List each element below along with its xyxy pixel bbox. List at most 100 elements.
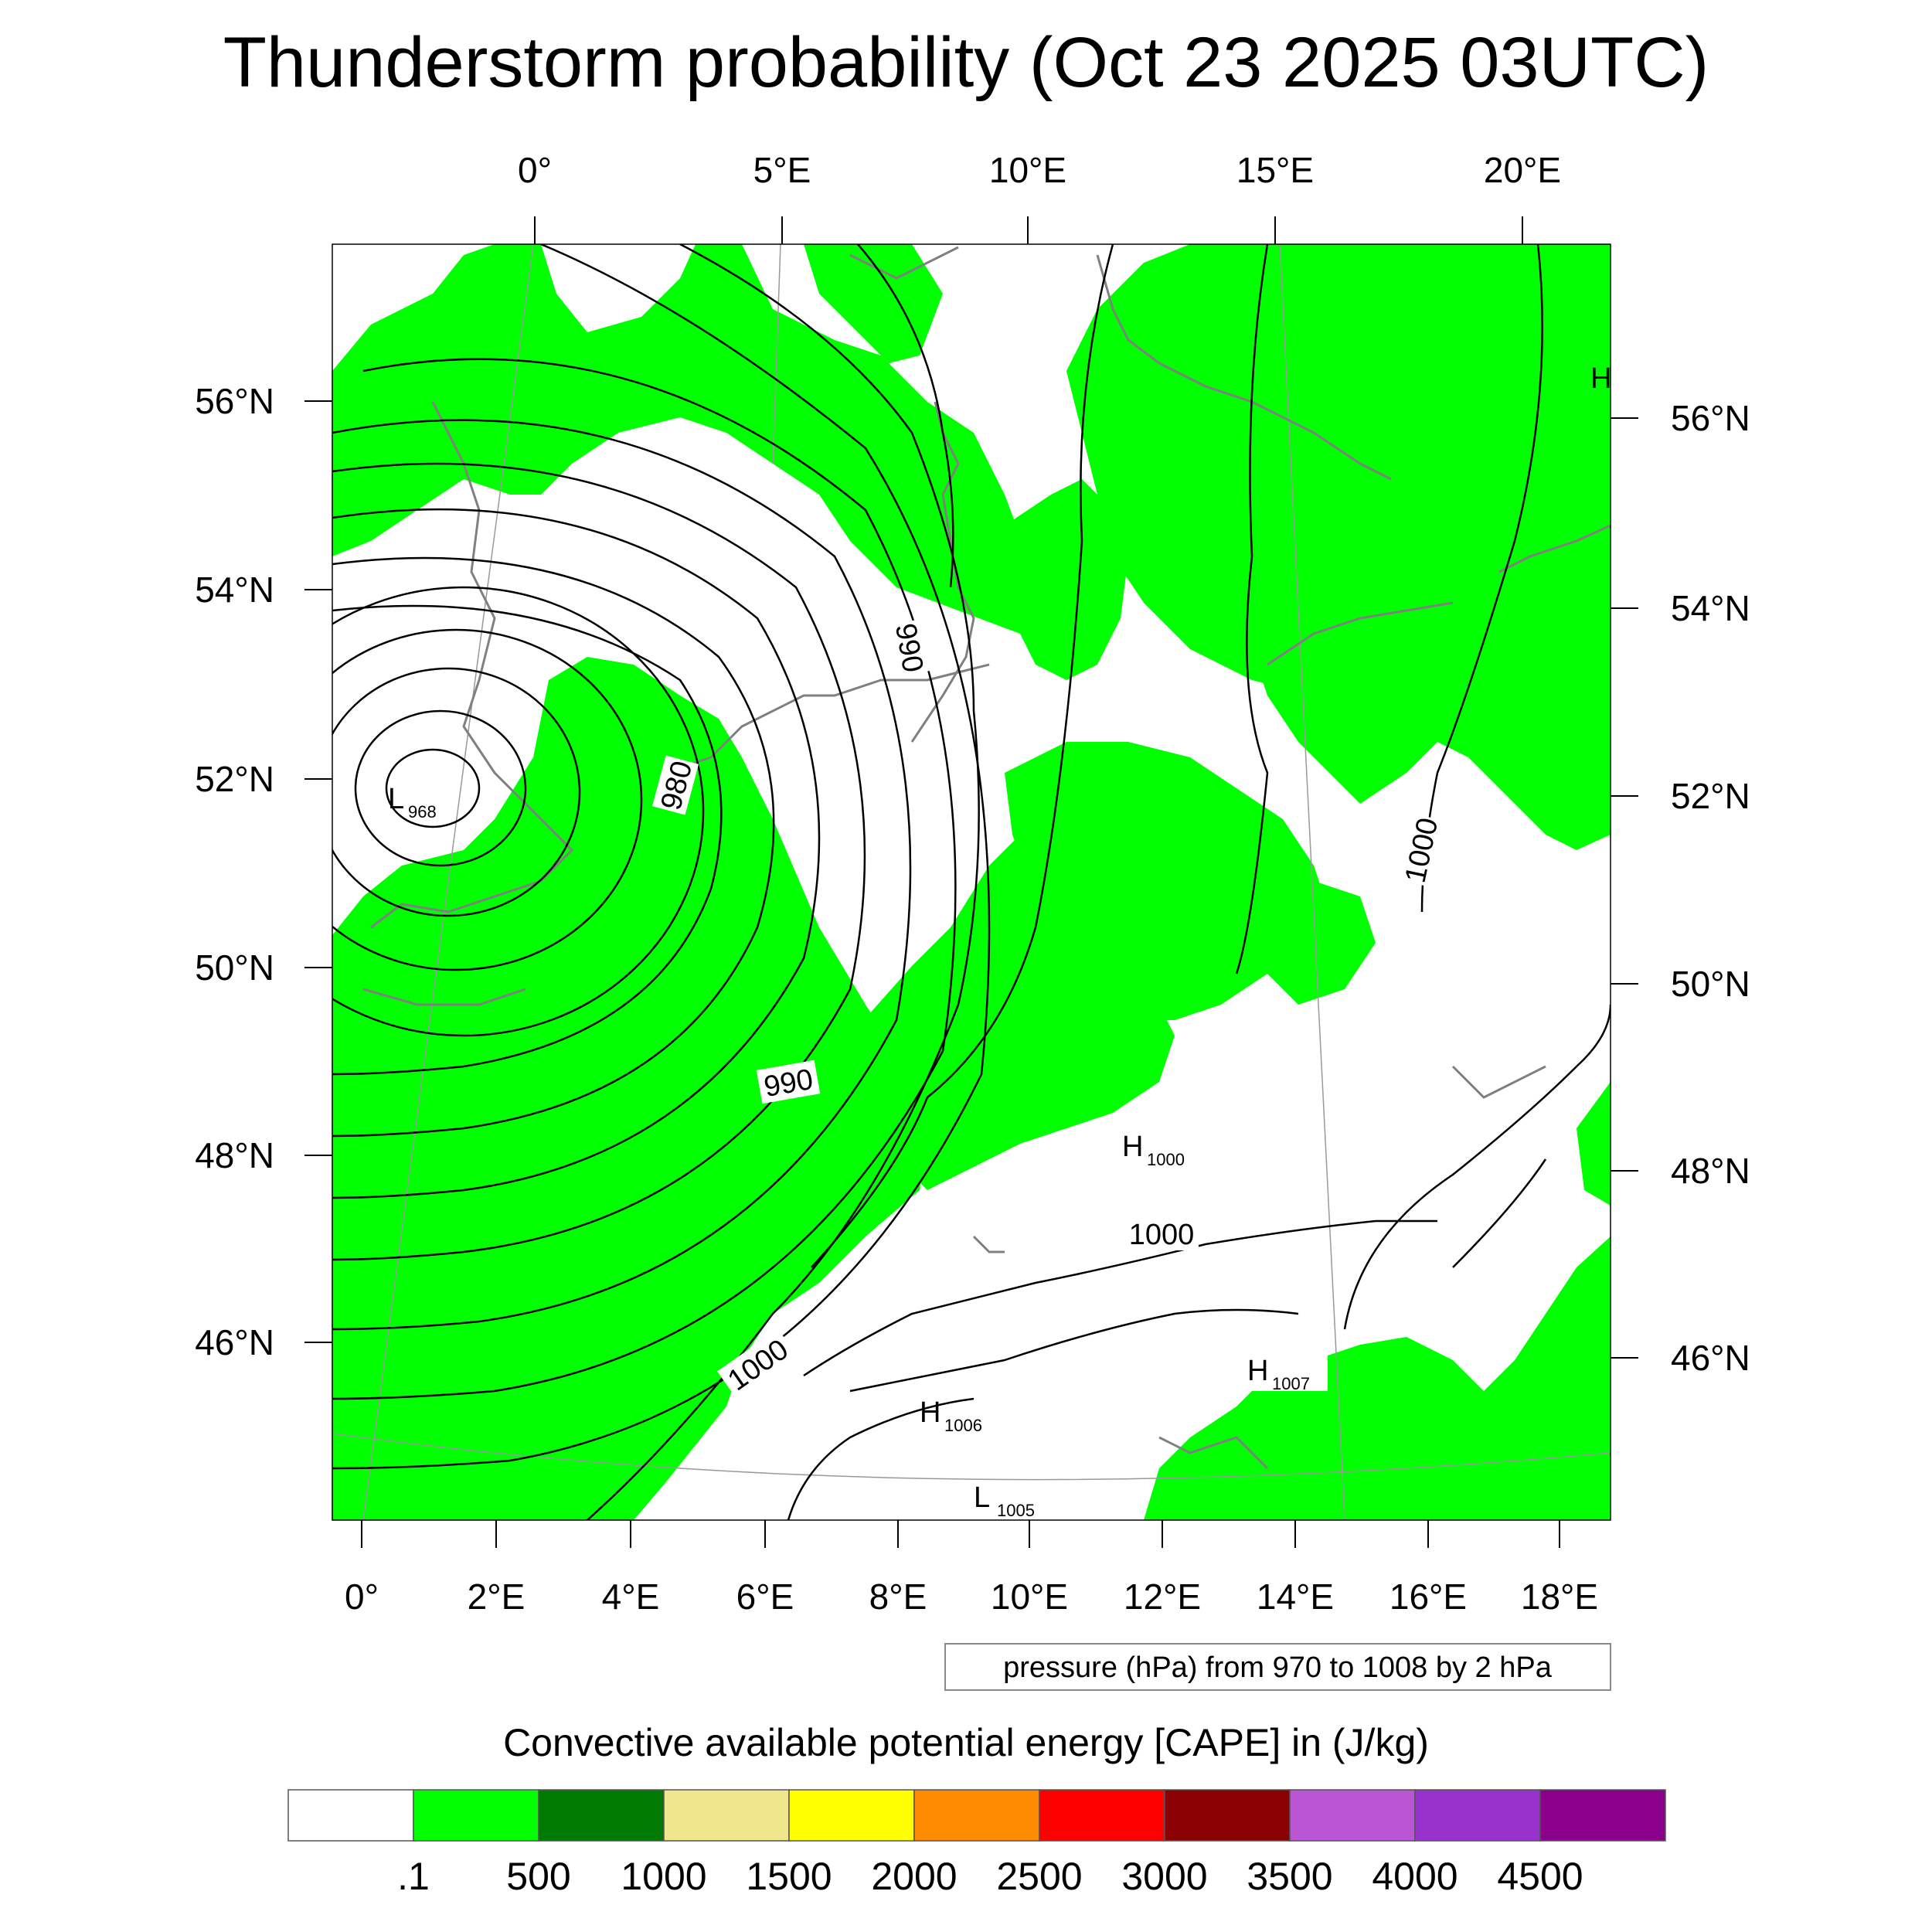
contour-info-text: pressure (hPa) from 970 to 1008 by 2 hPa: [1003, 1651, 1553, 1684]
left-axis-label: 46°N: [195, 1322, 274, 1362]
legend-swatch: [1039, 1789, 1165, 1842]
bottom-axis-label: 10°E: [991, 1577, 1068, 1617]
left-axis-label: 54°N: [195, 570, 274, 610]
coastlines: [362, 246, 1611, 1470]
legend-label: 3500: [1247, 1855, 1332, 1898]
contour-label-1000-central: 1000: [1129, 1219, 1195, 1251]
top-axis-label: 15°E: [1236, 150, 1314, 190]
isobar-972: [332, 667, 581, 917]
legend-swatch: [413, 1789, 539, 1842]
axis-ticks: [304, 216, 1638, 1548]
cape-area-northeast: [1229, 244, 1611, 850]
legend-swatch: [538, 1789, 665, 1842]
pressure-center-high-edge: H: [1590, 362, 1611, 395]
right-axis-labels: 56°N 54°N 52°N 50°N 48°N 46°N: [1671, 398, 1750, 1378]
legend-swatch: [663, 1789, 790, 1842]
map-title: Thunderstorm probability (Oct 23 2025 03…: [223, 23, 1709, 102]
bottom-axis-label: 14°E: [1257, 1577, 1334, 1617]
isobar-982: [332, 508, 821, 1199]
isobar-998: [1235, 244, 1269, 975]
right-axis-label: 52°N: [1671, 776, 1750, 816]
legend-label: 3000: [1121, 1855, 1207, 1898]
legend-label: 4000: [1372, 1855, 1458, 1898]
bottom-axis-label: 2°E: [468, 1577, 526, 1617]
pressure-center-high-1007: H 1007: [1241, 1352, 1328, 1393]
legend-swatch: [1164, 1789, 1291, 1842]
svg-text:H: H: [1122, 1131, 1143, 1163]
svg-text:L: L: [388, 783, 404, 815]
pressure-center-low-1005: L 1005: [974, 1481, 1035, 1520]
right-axis-label: 54°N: [1671, 588, 1750, 628]
right-axis-label: 50°N: [1671, 964, 1750, 1004]
svg-text:1007: 1007: [1272, 1374, 1310, 1393]
legend-label: 500: [506, 1855, 570, 1898]
legend-swatch: [913, 1789, 1040, 1842]
isobar-988: [332, 358, 957, 1400]
svg-text:1005: 1005: [997, 1501, 1035, 1520]
bottom-axis-label: 12°E: [1124, 1577, 1201, 1617]
isobar-974: [332, 628, 643, 971]
left-axis-label: 56°N: [195, 381, 274, 421]
isobar-1006-east: [1452, 1158, 1547, 1268]
cape-area-northwest: [332, 244, 1051, 634]
top-axis-labels: 0° 5°E 10°E 15°E 20°E: [518, 150, 1561, 190]
pressure-center-high-1000: H 1000: [1122, 1131, 1185, 1169]
pressure-centers: L 968 H 1000 H 1007 H 1006 L: [388, 362, 1611, 1520]
isobar-1004: [787, 1397, 975, 1520]
legend-title: Convective available potential energy [C…: [503, 1721, 1429, 1764]
bottom-axis-label: 0°: [345, 1577, 379, 1617]
left-axis-label: 52°N: [195, 759, 274, 799]
isobar-970: [354, 709, 527, 867]
isobar-990: [332, 244, 991, 1470]
isobar-1002: [849, 1308, 1299, 1393]
isobars: [332, 244, 1611, 1520]
svg-text:968: 968: [408, 802, 437, 821]
cape-fill-areas: [332, 244, 1611, 1520]
isobar-center-968: [385, 748, 481, 828]
legend-swatch: [1414, 1789, 1541, 1842]
svg-text:L: L: [974, 1481, 990, 1514]
legend-label: 2500: [996, 1855, 1082, 1898]
isobar-992: [587, 244, 980, 1520]
legend-swatch: [1289, 1789, 1416, 1842]
cape-area-north-central: [804, 244, 943, 363]
bottom-axis-label: 18°E: [1521, 1577, 1598, 1617]
top-axis-label: 0°: [518, 150, 552, 190]
svg-text:1006: 1006: [944, 1416, 982, 1435]
right-axis-label: 56°N: [1671, 398, 1750, 438]
isobar-994: [857, 244, 954, 588]
isobar-1004-east: [1343, 1004, 1611, 1330]
map-panel: 990 980 990 1000 1000: [332, 243, 1611, 1521]
legend-swatch: [788, 1789, 915, 1842]
right-axis-label: 46°N: [1671, 1338, 1750, 1378]
legend-label: .1: [397, 1855, 430, 1898]
legend-swatch: [1539, 1789, 1666, 1842]
cape-area-center-east: [1005, 742, 1329, 1020]
top-axis-label: 5°E: [753, 150, 811, 190]
svg-text:H: H: [1247, 1355, 1268, 1387]
bottom-axis-labels: 0° 2°E 4°E 6°E 8°E 10°E 12°E 14°E 16°E 1…: [345, 1577, 1598, 1617]
top-axis-label: 20°E: [1484, 150, 1561, 190]
isobar-980: [332, 556, 775, 1138]
isobar-984: [332, 462, 866, 1261]
isobar-996: [811, 244, 1114, 1268]
contour-info-box: pressure (hPa) from 970 to 1008 by 2 hPa: [944, 1643, 1611, 1691]
isobar-978: [332, 604, 723, 1076]
cape-area-east-middle: [1252, 881, 1376, 1005]
isobar-976: [332, 586, 705, 1037]
bottom-axis-label: 6°E: [736, 1577, 794, 1617]
left-axis-label: 48°N: [195, 1135, 274, 1175]
isobar-986: [332, 419, 912, 1331]
legend-swatch: [287, 1789, 414, 1842]
bottom-axis-label: 4°E: [602, 1577, 660, 1617]
bottom-axis-label: 8°E: [869, 1577, 927, 1617]
legend-labels: .1 500 1000 1500 2000 2500 3000 3500 4000 4500: [397, 1855, 1583, 1898]
cape-area-center-north: [1005, 479, 1128, 680]
bottom-axis-label: 16°E: [1389, 1577, 1467, 1617]
legend-label: 1000: [621, 1855, 706, 1898]
legend-label: 4500: [1497, 1855, 1583, 1898]
left-axis-labels: 56°N 54°N 52°N 50°N 48°N 46°N: [195, 381, 274, 1362]
legend-color-bar: [287, 1789, 1666, 1842]
left-axis-label: 50°N: [195, 947, 274, 988]
